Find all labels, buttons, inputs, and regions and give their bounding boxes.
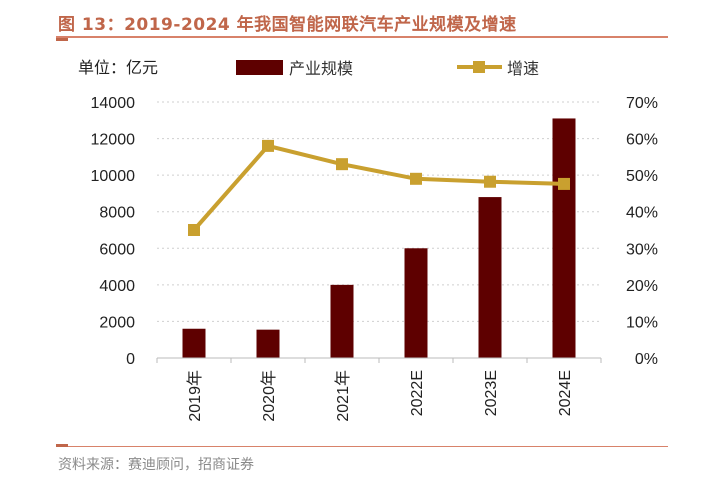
y-left-tick-label: 0: [126, 351, 135, 368]
growth-marker-2019年: [188, 224, 200, 236]
y-left-tick-label: 8000: [99, 205, 135, 222]
bar-2019年: [182, 328, 206, 358]
growth-marker-2023E: [484, 175, 496, 188]
bar-2024E: [552, 118, 576, 358]
y-right-tick-label: 60%: [626, 132, 658, 149]
footer-accent: [56, 444, 68, 447]
x-tick-label: 2020年: [260, 370, 278, 422]
growth-marker-2024E: [558, 177, 570, 190]
growth-marker-2021年: [336, 158, 348, 171]
x-tick-label: 2024E: [557, 370, 574, 416]
y-left-tick-label: 14000: [91, 95, 136, 112]
x-tick-label: 2022E: [409, 370, 426, 416]
y-left-tick-label: 4000: [99, 278, 135, 295]
bar-2023E: [478, 197, 502, 358]
x-tick-label: 2023E: [483, 370, 500, 416]
y-right-tick-label: 50%: [626, 168, 658, 185]
bar-2020年: [256, 329, 280, 358]
x-tick-label: 2021年: [334, 370, 352, 422]
chart-title: 图 13：2019-2024 年我国智能网联汽车产业规模及增速: [58, 15, 517, 35]
unit-label: 单位：亿元: [78, 59, 158, 77]
footer-divider: [56, 446, 668, 447]
growth-marker-2020年: [262, 139, 274, 152]
y-right-tick-label: 10%: [626, 314, 658, 331]
y-right-tick-label: 40%: [626, 205, 658, 222]
y-right-tick-label: 0%: [635, 351, 658, 368]
legend-line-marker: [473, 61, 485, 73]
bar-2021年: [330, 284, 354, 358]
x-tick-label: 2019年: [186, 370, 204, 422]
y-left-tick-label: 2000: [99, 314, 135, 331]
y-right-tick-label: 30%: [626, 241, 658, 258]
growth-line: [192, 143, 565, 232]
legend-bar-swatch: [236, 60, 283, 75]
y-left-tick-label: 12000: [91, 132, 136, 149]
title-accent: [56, 38, 68, 41]
title-divider: [56, 36, 668, 38]
bar-2022E: [404, 248, 428, 358]
y-right-tick-label: 20%: [626, 278, 658, 295]
growth-marker-2022E: [410, 172, 422, 185]
y-left-tick-label: 6000: [99, 241, 135, 258]
legend-bar-label: 产业规模: [289, 60, 353, 78]
y-right-tick-label: 70%: [626, 95, 658, 112]
legend-line-label: 增速: [507, 60, 539, 78]
source-note: 资料来源：赛迪顾问，招商证券: [58, 457, 254, 473]
y-left-tick-label: 10000: [91, 168, 136, 185]
